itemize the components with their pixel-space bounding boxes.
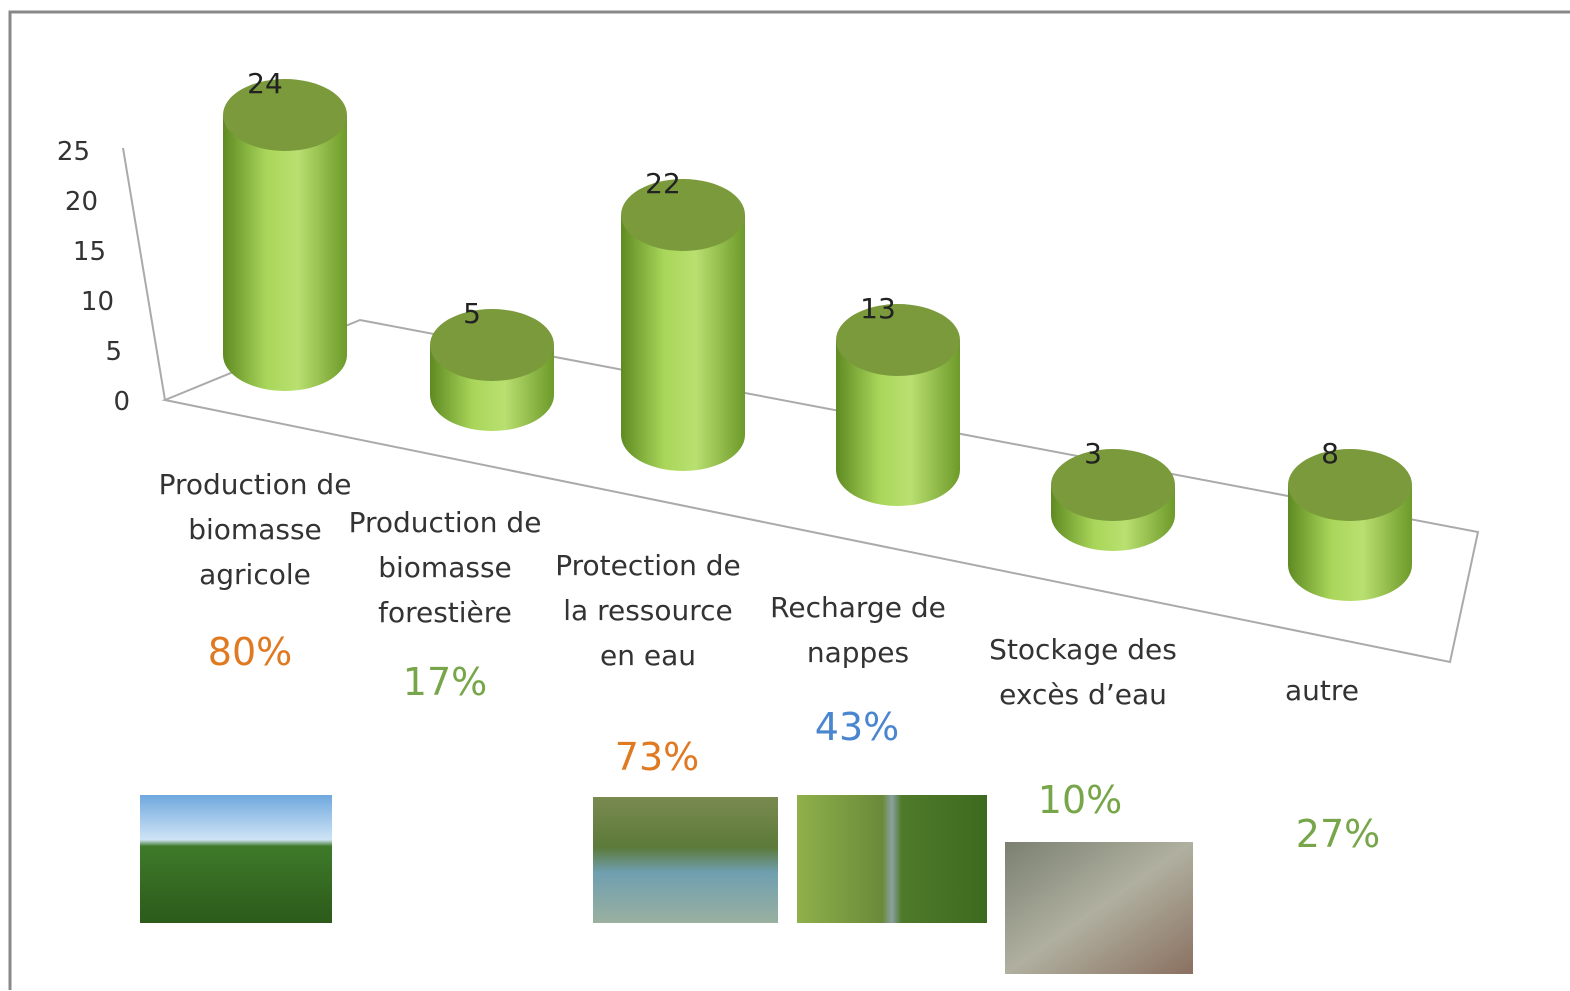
value-label: 22 xyxy=(645,167,681,200)
cylinder-top xyxy=(1288,449,1412,521)
photo-aerial xyxy=(1005,842,1193,974)
category-label: Stockage des excès d’eau xyxy=(983,627,1183,717)
percentage-label: 17% xyxy=(365,660,525,704)
y-tick-label: 25 xyxy=(57,137,90,167)
percentage-label: 27% xyxy=(1258,812,1418,856)
value-label: 3 xyxy=(1084,437,1102,470)
y-tick-label: 0 xyxy=(113,387,130,417)
value-label: 24 xyxy=(247,67,283,100)
photo-canal xyxy=(797,795,987,923)
value-label: 8 xyxy=(1321,437,1339,470)
cylinder xyxy=(1288,449,1412,601)
cylinder-top xyxy=(621,179,745,251)
cylinder xyxy=(430,309,554,431)
y-tick-label: 15 xyxy=(73,237,106,267)
cylinder xyxy=(1051,449,1175,551)
cylinder-top xyxy=(223,79,347,151)
percentage-label: 10% xyxy=(1000,778,1160,822)
cylinder-top xyxy=(836,304,960,376)
cylinder xyxy=(621,179,745,471)
y-tick-label: 10 xyxy=(81,287,114,317)
cylinder-top xyxy=(1051,449,1175,521)
percentage-label: 73% xyxy=(577,735,737,779)
photo-field xyxy=(140,795,332,923)
y-tick-label: 5 xyxy=(105,337,122,367)
value-label: 5 xyxy=(463,297,481,330)
percentage-label: 80% xyxy=(170,630,330,674)
photo-river xyxy=(593,797,778,923)
page: 0 5 10 15 20 25 24 5 22 13 3 8 Production de biomas… xyxy=(0,0,1570,991)
percentage-label: 43% xyxy=(777,705,937,749)
cylinder xyxy=(223,79,347,391)
cylinder xyxy=(836,304,960,506)
y-tick-label: 20 xyxy=(65,187,98,217)
category-label: Production de biomasse agricole xyxy=(155,462,355,597)
category-label: Recharge de nappes xyxy=(758,585,958,675)
cylinder-top xyxy=(430,309,554,381)
category-label: Production de biomasse forestière xyxy=(345,500,545,635)
category-label: autre xyxy=(1222,668,1422,713)
cylinder-body xyxy=(621,215,745,471)
category-label: Protection de la ressource en eau xyxy=(548,543,748,678)
value-label: 13 xyxy=(860,292,896,325)
cylinder-body xyxy=(223,115,347,391)
